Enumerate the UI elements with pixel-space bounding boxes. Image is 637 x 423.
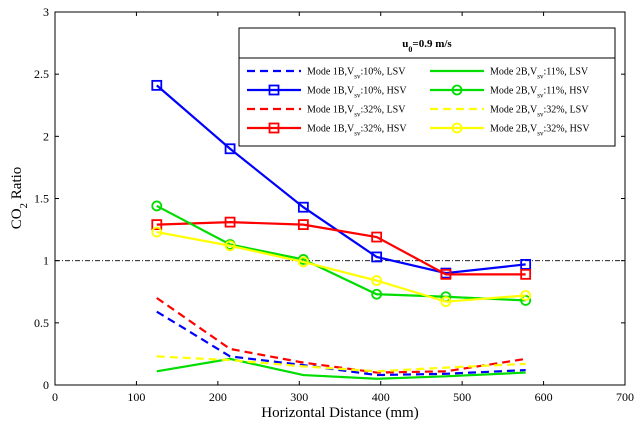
series-line — [156, 297, 526, 374]
x-tick-label: 600 — [535, 390, 553, 404]
legend-label: Mode 1B,Vsv:10%, HSV — [307, 86, 407, 100]
data-point — [297, 219, 309, 231]
data-point — [520, 290, 532, 301]
series-mode-1b-vsv-32-hsv — [151, 216, 532, 280]
x-tick-label: 700 — [616, 390, 634, 404]
data-point — [151, 200, 163, 212]
x-tick-label: 200 — [209, 390, 227, 404]
legend-marker — [268, 122, 280, 134]
series-line — [156, 84, 526, 275]
series-line — [156, 204, 526, 302]
data-point — [151, 219, 163, 231]
series-mode-2b-vsv-32-lsv — [156, 355, 526, 373]
data-point — [440, 268, 452, 280]
legend-label: Mode 2B,Vsv:32%, HSV — [490, 124, 590, 138]
legend-entry-mode-2b-vsv-11-lsv: Mode 2B,Vsv:11%, LSV — [430, 67, 589, 81]
legend-entry-mode-1b-vsv-10-hsv: Mode 1B,Vsv:10%, HSV — [247, 84, 407, 100]
series-line — [156, 221, 526, 276]
legend-label: Mode 2B,Vsv:32%, LSV — [490, 105, 589, 119]
legend-entry-mode-1b-vsv-10-lsv: Mode 1B,Vsv:10%, LSV — [247, 67, 406, 81]
legend-label: Mode 2B,Vsv:11%, LSV — [490, 67, 589, 81]
legend-title: u0=0.9 m/s — [402, 38, 452, 54]
series-mode-2b-vsv-11-hsv — [151, 200, 532, 306]
data-point — [371, 251, 383, 263]
y-tick-label: 3 — [43, 5, 49, 19]
legend-entry-mode-1b-vsv-32-hsv: Mode 1B,Vsv:32%, HSV — [247, 122, 407, 138]
series-line — [156, 310, 526, 377]
legend-items: Mode 1B,Vsv:10%, LSV Mode 1B,Vsv:10%, HSV… — [247, 67, 590, 138]
y-tick-label: 0 — [43, 378, 49, 392]
series-mode-1b-vsv-32-lsv — [156, 297, 526, 374]
x-tick-label: 400 — [372, 390, 390, 404]
y-axis-label: CO2 Ratio — [9, 167, 30, 230]
data-point — [371, 288, 383, 300]
y-tick-label: 2.5 — [34, 67, 49, 81]
series-mode-1b-vsv-10-hsv — [151, 79, 532, 279]
legend-entry-mode-2b-vsv-32-hsv: Mode 2B,Vsv:32%, HSV — [430, 122, 590, 138]
legend-label: Mode 1B,Vsv:10%, LSV — [307, 67, 406, 81]
data-point — [371, 231, 383, 243]
legend-entry-mode-2b-vsv-11-hsv: Mode 2B,Vsv:11%, HSV — [430, 84, 590, 100]
data-point — [151, 226, 163, 238]
y-tick-label: 1.5 — [34, 192, 49, 206]
data-point — [224, 240, 236, 252]
x-tick-label: 100 — [127, 390, 145, 404]
y-tick-label: 0.5 — [34, 316, 49, 330]
x-tick-label: 300 — [290, 390, 308, 404]
legend-label: Mode 1B,Vsv:32%, HSV — [307, 124, 407, 138]
data-point — [520, 258, 532, 270]
legend-marker — [268, 84, 280, 96]
y-tick-label: 2 — [43, 129, 49, 143]
data-point — [440, 296, 452, 308]
y-tick-label: 1 — [43, 254, 49, 268]
series-line — [156, 357, 526, 380]
data-point — [151, 79, 163, 91]
legend-entry-mode-1b-vsv-32-lsv: Mode 1B,Vsv:32%, LSV — [247, 105, 406, 119]
legend-label: Mode 1B,Vsv:32%, LSV — [307, 105, 406, 119]
legend-box — [238, 27, 616, 147]
legend-marker — [451, 122, 463, 134]
series-line — [156, 230, 526, 303]
legend-marker — [451, 84, 463, 96]
data-point — [371, 275, 383, 286]
x-axis-label: Horizontal Distance (mm) — [261, 405, 418, 421]
series-mode-2b-vsv-32-hsv — [151, 226, 532, 308]
data-point — [520, 268, 532, 280]
x-tick-label: 500 — [453, 390, 471, 404]
data-point — [297, 201, 309, 213]
x-tick-label: 0 — [52, 390, 58, 404]
tick-layer: 0 100 200 300 400 500 600 700 0 0.5 1 1.5 2 2.5 3 — [34, 5, 634, 404]
data-point — [224, 216, 236, 228]
series-mode-1b-vsv-10-lsv — [156, 310, 526, 377]
series-mode-2b-vsv-11-lsv — [156, 357, 526, 380]
series-line — [156, 355, 526, 373]
data-point — [224, 143, 236, 155]
series-layer — [151, 79, 532, 380]
data-point — [297, 256, 309, 268]
legend-entry-mode-2b-vsv-32-lsv: Mode 2B,Vsv:32%, LSV — [430, 105, 589, 119]
legend-label: Mode 2B,Vsv:11%, HSV — [490, 86, 590, 100]
